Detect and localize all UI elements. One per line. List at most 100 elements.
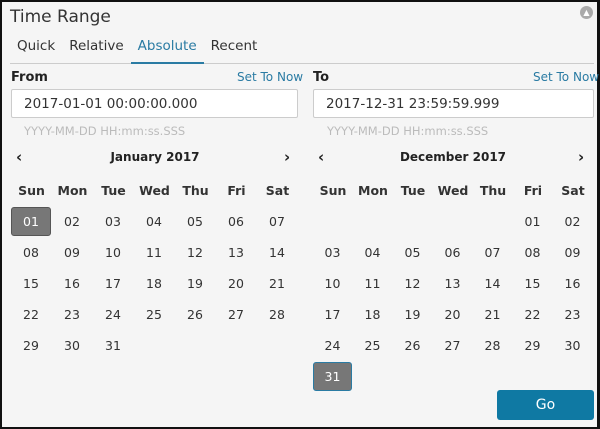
- day-cell[interactable]: 03: [105, 214, 121, 229]
- empty-cell: [473, 362, 512, 391]
- day-cell[interactable]: 15: [524, 276, 541, 291]
- day-cell[interactable]: 07: [484, 245, 501, 260]
- day-cell[interactable]: 09: [564, 245, 581, 260]
- day-cell[interactable]: 20: [444, 307, 461, 322]
- calendar-week: 24 25 26 27 28 29 30: [313, 330, 593, 361]
- from-set-to-now-link[interactable]: Set To Now: [237, 70, 304, 84]
- day-cell[interactable]: 08: [524, 245, 541, 260]
- day-cell[interactable]: 14: [484, 276, 501, 291]
- day-cell[interactable]: 03: [324, 245, 341, 260]
- day-cell[interactable]: 21: [484, 307, 501, 322]
- day-cell[interactable]: 29: [23, 338, 39, 353]
- empty-cell: [433, 207, 472, 236]
- day-cell[interactable]: 27: [228, 307, 244, 322]
- empty-cell: [553, 362, 592, 391]
- day-cell[interactable]: 10: [324, 276, 341, 291]
- day-cell[interactable]: 22: [524, 307, 541, 322]
- tab-bar: Quick Relative Absolute Recent: [10, 36, 594, 64]
- day-cell[interactable]: 14: [269, 245, 285, 260]
- day-cell[interactable]: 07: [269, 214, 285, 229]
- weekday-header: Sun: [319, 183, 347, 198]
- day-cell[interactable]: 04: [146, 214, 162, 229]
- weekday-header: Thu: [479, 183, 507, 198]
- calendar-week: 08 09 10 11 12 13 14: [11, 237, 298, 268]
- empty-cell: [257, 331, 297, 360]
- day-cell[interactable]: 18: [364, 307, 381, 322]
- day-cell[interactable]: 16: [64, 276, 80, 291]
- weekday-header: Mon: [57, 183, 88, 198]
- day-cell[interactable]: 19: [187, 276, 203, 291]
- day-cell[interactable]: 05: [187, 214, 203, 229]
- day-cell[interactable]: 01: [524, 214, 541, 229]
- day-cell[interactable]: 21: [269, 276, 285, 291]
- day-cell[interactable]: 11: [146, 245, 162, 260]
- empty-cell: [313, 207, 352, 236]
- day-cell[interactable]: 23: [564, 307, 581, 322]
- day-cell[interactable]: 04: [364, 245, 381, 260]
- day-cell[interactable]: 15: [23, 276, 39, 291]
- day-cell[interactable]: 31: [105, 338, 121, 353]
- day-cell[interactable]: 19: [404, 307, 421, 322]
- day-cell[interactable]: 02: [64, 214, 80, 229]
- to-next-month-icon[interactable]: ›: [578, 148, 585, 166]
- day-cell[interactable]: 24: [105, 307, 121, 322]
- day-cell[interactable]: 25: [146, 307, 162, 322]
- calendar-week: 29 30 31: [11, 330, 298, 361]
- from-prev-month-icon[interactable]: ‹: [16, 148, 23, 166]
- panel-title: Time Range: [10, 7, 111, 27]
- from-next-month-icon[interactable]: ›: [284, 148, 291, 166]
- day-cell[interactable]: 11: [364, 276, 381, 291]
- day-cell[interactable]: 28: [484, 338, 501, 353]
- to-set-to-now-link[interactable]: Set To Now: [533, 70, 600, 84]
- day-cell[interactable]: 12: [187, 245, 203, 260]
- from-month-title: January 2017: [110, 150, 200, 164]
- empty-cell: [393, 207, 432, 236]
- day-cell[interactable]: 16: [564, 276, 581, 291]
- day-cell[interactable]: 30: [564, 338, 581, 353]
- day-cell[interactable]: 22: [23, 307, 39, 322]
- day-cell[interactable]: 25: [364, 338, 381, 353]
- day-cell[interactable]: 18: [146, 276, 162, 291]
- weekday-header: Fri: [227, 183, 246, 198]
- day-cell[interactable]: 31: [313, 362, 352, 391]
- tab-recent[interactable]: Recent: [210, 38, 258, 54]
- tab-absolute[interactable]: Absolute: [130, 36, 204, 64]
- day-cell[interactable]: 24: [324, 338, 341, 353]
- day-cell[interactable]: 12: [404, 276, 421, 291]
- day-cell[interactable]: 13: [228, 245, 244, 260]
- day-cell[interactable]: 26: [404, 338, 421, 353]
- day-cell[interactable]: 05: [404, 245, 421, 260]
- to-input[interactable]: [313, 89, 594, 118]
- day-cell[interactable]: 17: [105, 276, 121, 291]
- day-cell[interactable]: 08: [23, 245, 39, 260]
- day-cell[interactable]: 17: [324, 307, 341, 322]
- day-cell[interactable]: 01: [11, 207, 51, 236]
- day-cell[interactable]: 30: [64, 338, 80, 353]
- empty-cell: [175, 331, 215, 360]
- tab-relative[interactable]: Relative: [69, 38, 124, 54]
- empty-cell: [134, 331, 174, 360]
- weekday-header: Mon: [358, 183, 388, 198]
- to-prev-month-icon[interactable]: ‹: [318, 148, 325, 166]
- day-cell[interactable]: 26: [187, 307, 203, 322]
- go-button[interactable]: Go: [497, 390, 594, 420]
- day-cell[interactable]: 13: [444, 276, 461, 291]
- tab-quick[interactable]: Quick: [17, 38, 56, 54]
- day-cell[interactable]: 10: [105, 245, 121, 260]
- collapse-icon[interactable]: ▲: [580, 6, 593, 19]
- day-cell[interactable]: 20: [228, 276, 244, 291]
- weekday-header: Wed: [139, 183, 170, 198]
- day-cell[interactable]: 06: [228, 214, 244, 229]
- day-cell[interactable]: 28: [269, 307, 285, 322]
- from-input[interactable]: [11, 89, 298, 118]
- day-cell[interactable]: 29: [524, 338, 541, 353]
- day-cell[interactable]: 23: [64, 307, 80, 322]
- empty-cell: [353, 207, 392, 236]
- day-cell[interactable]: 06: [444, 245, 461, 260]
- day-cell[interactable]: 09: [64, 245, 80, 260]
- to-label: To: [313, 70, 330, 85]
- day-cell[interactable]: 27: [444, 338, 461, 353]
- day-cell[interactable]: 02: [564, 214, 581, 229]
- weekday-header: Sat: [561, 183, 585, 198]
